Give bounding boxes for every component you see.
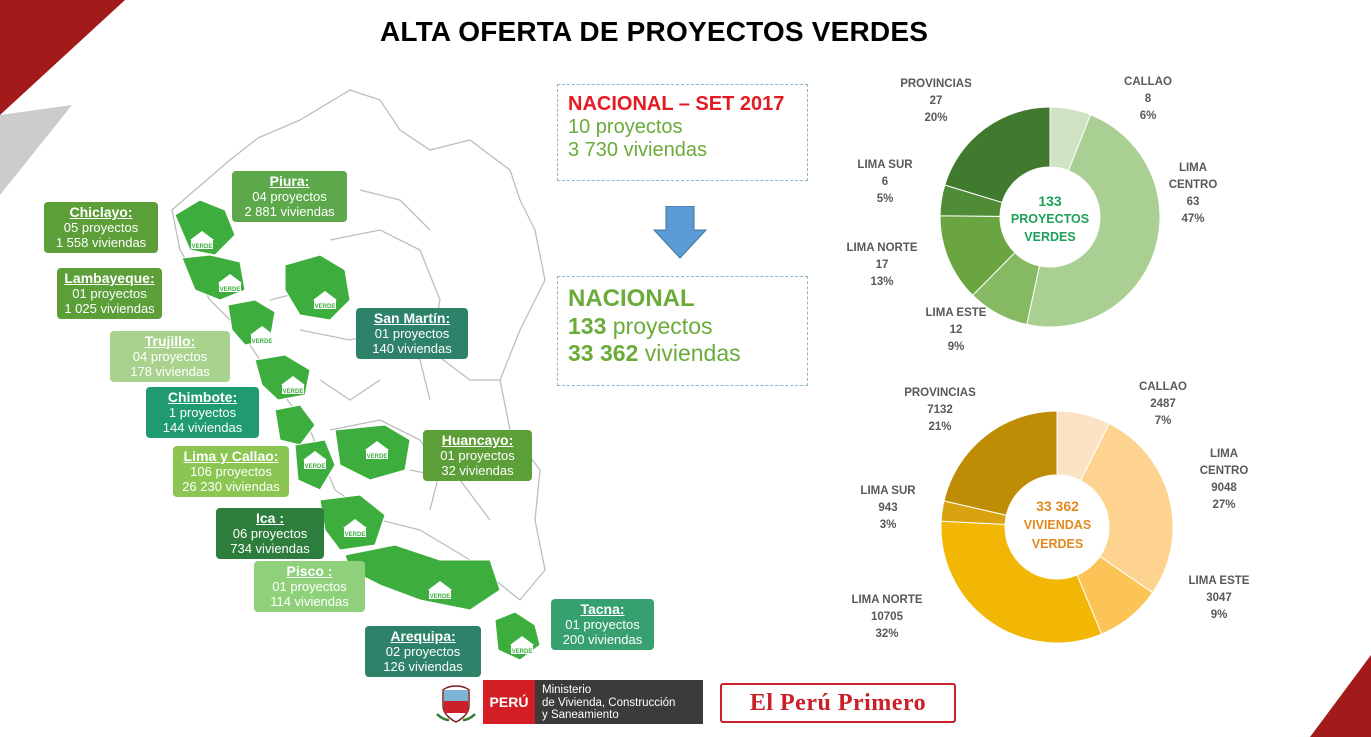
el-peru-primero-logo: El Perú Primero [720, 683, 956, 723]
peru-map: VERDE VERDE VERDE VERDE VERDE VERDE VERD… [171, 89, 546, 661]
homes-label-lima-este: LIMA ESTE 3047 9% [1188, 575, 1250, 621]
homes-donut-center: 33 362 VIVIENDAS VERDES [1023, 498, 1092, 551]
svg-text:VERDE: VERDE [305, 464, 326, 470]
region-box-san-martin: San Martín: 01 proyectos 140 viviendas [356, 308, 468, 359]
region-box-ica: Ica :06 proyectos 734 viviendas [216, 508, 324, 559]
homes-label-lima-sur: LIMA SUR 943 3% [860, 485, 916, 531]
region-box-piura: Piura: 04 proyectos 2 881 viviendas [232, 171, 347, 222]
region-box-lima-callao: Lima y Callao: 106 proyectos 26 230 vivien… [173, 446, 289, 497]
peru-logo: PERÚ [483, 680, 535, 724]
national-set-header: NACIONAL – SET 2017 [568, 93, 785, 115]
national-set-projects: 10 proyectos [568, 116, 683, 138]
national-total-homes-number: 33 362 [568, 340, 639, 366]
projects-label-lima-centro: LIMA CENTRO 63 47% [1168, 162, 1218, 225]
projects-label-lima-este: LIMA ESTE 12 9% [925, 307, 987, 353]
national-total-projects-number: 133 [568, 313, 607, 339]
region-box-pisco: Pisco :01 proyectos 114 viviendas [254, 561, 365, 612]
svg-text:VERDE: VERDE [512, 649, 533, 655]
homes-donut-chart [940, 410, 1174, 644]
coat-of-arms-icon [436, 685, 476, 723]
region-box-chiclayo: Chiclayo: 05 proyectos 1 558 viviendas [44, 202, 158, 253]
corner-decoration-bottom-right [1310, 655, 1371, 737]
homes-label-provincias: PROVINCIAS 7132 21% [904, 387, 976, 433]
national-total-header: NACIONAL [568, 285, 695, 312]
region-box-trujillo: Trujillo: 04 proyectos 178 viviendas [110, 331, 230, 382]
svg-text:VERDE: VERDE [430, 594, 451, 600]
national-set-homes: 3 730 viviendas [568, 139, 707, 161]
svg-text:VERDE: VERDE [367, 454, 388, 460]
projects-label-provincias: PROVINCIAS 27 20% [900, 78, 972, 124]
region-box-arequipa: Arequipa: 02 proyectos 126 viviendas [365, 626, 481, 677]
homes-label-lima-centro: LIMA CENTRO 9048 27% [1199, 448, 1249, 511]
projects-slice-lima-centro [1026, 114, 1161, 328]
projects-donut-center: 133 PROYECTOS VERDES [1010, 193, 1090, 244]
corner-decoration-top-left [0, 0, 125, 195]
region-box-chimbote: Chimbote: 1 proyectos 144 viviendas [146, 387, 259, 438]
national-set-box: NACIONAL – SET 2017 10 proyectos 3 730 v… [557, 84, 808, 181]
national-total-homes-word: viviendas [638, 340, 741, 366]
svg-text:VERDE: VERDE [252, 339, 273, 345]
region-piura-shape [174, 199, 236, 256]
national-total-box: NACIONAL 133 proyectos 33 362 viviendas [557, 276, 808, 386]
homes-slice-provincias [943, 410, 1058, 516]
svg-text:VERDE: VERDE [192, 244, 213, 250]
national-total-projects-word: proyectos [606, 313, 713, 339]
region-box-tacna: Tacna: 01 proyectos 200 viviendas [551, 599, 654, 650]
svg-text:VERDE: VERDE [345, 532, 366, 538]
svg-text:VERDE: VERDE [315, 304, 336, 310]
svg-text:VERDE: VERDE [220, 287, 241, 293]
projects-label-lima-sur: LIMA SUR 6 5% [857, 159, 913, 205]
projects-label-callao: CALLAO 8 6% [1124, 76, 1172, 122]
projects-label-lima-norte: LIMA NORTE 17 13% [846, 242, 918, 288]
region-box-lambayeque: Lambayeque: 01 proyectos 1 025 viviendas [57, 268, 162, 319]
ministry-logo: Ministerio de Vivienda, Construcción y S… [535, 680, 703, 724]
homes-slice-lima-centro [1079, 422, 1174, 594]
svg-text:VERDE: VERDE [283, 389, 304, 395]
homes-label-lima-norte: LIMA NORTE 10705 32% [851, 594, 923, 640]
projects-donut-chart [939, 106, 1161, 328]
projects-slice-provincias [944, 106, 1051, 204]
page-title: ALTA OFERTA DE PROYECTOS VERDES [380, 16, 929, 47]
down-arrow-icon [652, 206, 708, 259]
homes-label-callao: CALLAO 2487 7% [1139, 381, 1187, 427]
region-box-huancayo: Huancayo: 01 proyectos 32 viviendas [423, 430, 532, 481]
homes-slice-lima-norte [940, 520, 1103, 644]
